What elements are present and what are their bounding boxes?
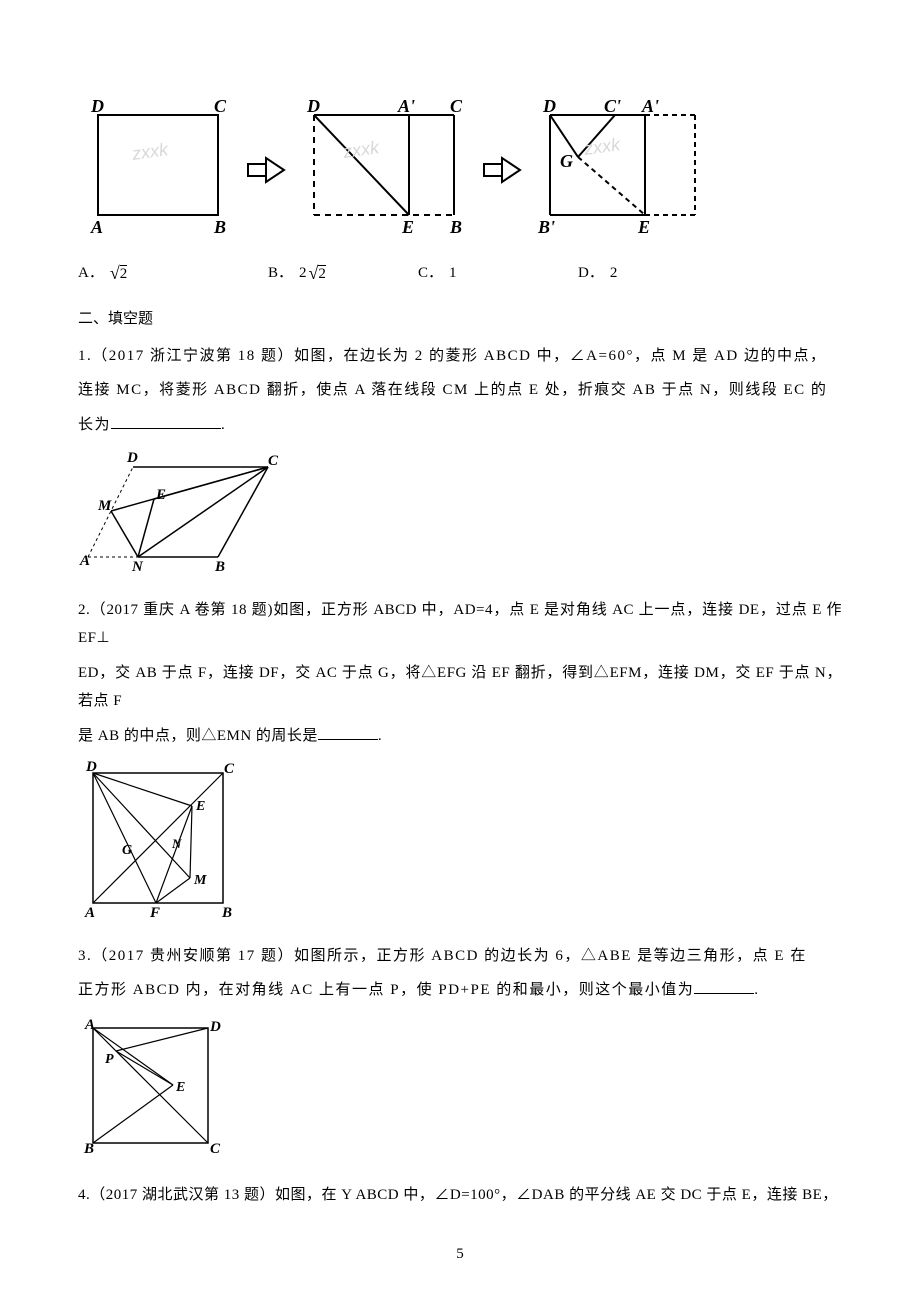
q2-line2: ED，交 AB 于点 F，连接 DF，交 AC 于点 G，将△EFG 沿 EF … <box>78 659 842 716</box>
svg-text:zxxk: zxxk <box>582 134 622 159</box>
svg-text:B: B <box>221 905 232 921</box>
blank <box>318 724 378 740</box>
arrow-icon <box>480 150 524 190</box>
option-a-label: A． <box>78 259 104 288</box>
q3-line2: 正方形 ABCD 内，在对角线 AC 上有一点 P，使 PD+PE 的和最小，则… <box>78 976 842 1005</box>
svg-text:D: D <box>126 450 138 466</box>
option-c-label: C． <box>418 259 443 288</box>
svg-text:zxxk: zxxk <box>130 139 170 164</box>
svg-text:C: C <box>450 96 463 116</box>
option-a-value: √2 <box>110 264 127 282</box>
option-c-value: 1 <box>449 259 457 288</box>
svg-text:P: P <box>105 1052 114 1067</box>
svg-text:A: A <box>90 217 103 237</box>
option-b-label: B． <box>268 259 293 288</box>
svg-text:C: C <box>268 453 279 469</box>
q1-line3: 长为. <box>78 411 842 440</box>
q1-line1: 1.（2017 浙江宁波第 18 题）如图，在边长为 2 的菱形 ABCD 中，… <box>78 342 842 371</box>
q3-figure: A D P E B C <box>78 1013 842 1174</box>
options-row: A． √2 B． 2 √2 C． 1 D． 2 <box>78 259 842 288</box>
q1-line2: 连接 MC，将菱形 ABCD 翻折，使点 A 落在线段 CM 上的点 E 处，折… <box>78 376 842 405</box>
svg-text:B: B <box>213 217 226 237</box>
q4-line1: 4.（2017 湖北武汉第 13 题）如图，在 Y ABCD 中，∠D=100°… <box>78 1181 842 1210</box>
svg-text:N: N <box>171 836 182 851</box>
svg-text:M: M <box>97 498 112 514</box>
q3-line1: 3.（2017 贵州安顺第 17 题）如图所示，正方形 ABCD 的边长为 6，… <box>78 942 842 971</box>
page-number: 5 <box>78 1240 842 1269</box>
svg-text:B: B <box>214 559 225 575</box>
svg-text:A: A <box>79 553 90 569</box>
svg-text:D: D <box>209 1019 221 1035</box>
svg-text:D: D <box>85 759 97 775</box>
svg-text:N: N <box>131 559 144 575</box>
q2-line1: 2.（2017 重庆 A 卷第 18 题)如图，正方形 ABCD 中，AD=4，… <box>78 596 842 653</box>
svg-text:A': A' <box>641 96 659 116</box>
svg-text:D: D <box>542 96 556 116</box>
svg-text:D: D <box>90 96 104 116</box>
figure-panel-3: D C' A' G B' E zxxk <box>530 90 720 251</box>
option-a: A． √2 <box>78 259 268 288</box>
svg-text:D: D <box>306 96 320 116</box>
blank <box>111 413 221 429</box>
svg-text:G: G <box>122 843 132 858</box>
option-b: B． 2 √2 <box>268 259 418 288</box>
blank <box>694 978 754 994</box>
svg-text:M: M <box>193 873 207 888</box>
option-d: D． 2 <box>578 259 617 288</box>
svg-text:C: C <box>210 1141 221 1157</box>
svg-text:E: E <box>195 799 205 814</box>
arrow-icon <box>244 150 288 190</box>
svg-text:B: B <box>449 217 462 237</box>
option-d-value: 2 <box>610 259 618 288</box>
page: D C A B zxxk D A' <box>0 0 920 1308</box>
svg-text:E: E <box>155 487 166 503</box>
svg-text:C': C' <box>604 96 621 116</box>
svg-text:G: G <box>560 151 573 171</box>
svg-text:B: B <box>83 1141 94 1157</box>
option-c: C． 1 <box>418 259 578 288</box>
option-d-label: D． <box>578 259 604 288</box>
figure-panel-1: D C A B zxxk <box>78 90 238 251</box>
svg-text:F: F <box>149 905 160 921</box>
q1-figure: D C M E A N B <box>78 447 842 588</box>
svg-text:C: C <box>214 96 227 116</box>
svg-text:A: A <box>84 905 95 921</box>
figure-panel-2: D A' C E B zxxk <box>294 90 474 251</box>
svg-text:B': B' <box>537 217 555 237</box>
option-b-value: √2 <box>309 264 326 282</box>
option-b-pre: 2 <box>299 259 307 288</box>
svg-text:E: E <box>401 217 414 237</box>
folding-figure-row: D C A B zxxk D A' <box>78 90 842 251</box>
q2-figure: D C E G N M A F B <box>78 758 842 934</box>
svg-text:zxxk: zxxk <box>341 137 381 162</box>
q2-line3: 是 AB 的中点，则△EMN 的周长是. <box>78 722 842 751</box>
svg-text:A': A' <box>397 96 415 116</box>
svg-text:A: A <box>84 1017 95 1033</box>
svg-text:E: E <box>175 1080 185 1095</box>
section-title: 二、填空题 <box>78 305 842 334</box>
svg-text:E: E <box>637 217 650 237</box>
svg-text:C: C <box>224 761 235 777</box>
